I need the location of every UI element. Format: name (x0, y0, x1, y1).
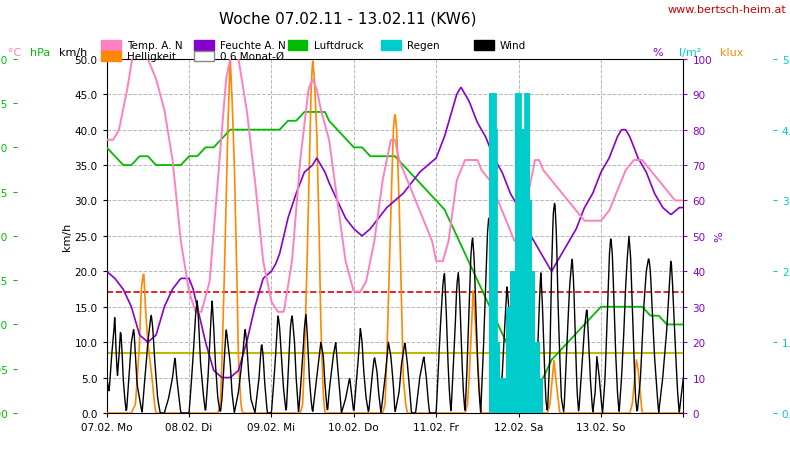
Text: Temp. A. N: Temp. A. N (127, 41, 182, 51)
Text: km/h: km/h (59, 48, 88, 58)
Text: °C: °C (8, 48, 21, 58)
Text: Feuchte A. N: Feuchte A. N (220, 41, 286, 51)
Text: Luftdruck: Luftdruck (314, 41, 363, 51)
Text: l/m²: l/m² (679, 48, 702, 58)
Text: Helligkeit: Helligkeit (127, 51, 176, 62)
Text: Regen: Regen (407, 41, 439, 51)
Text: www.bertsch-heim.at: www.bertsch-heim.at (668, 5, 786, 15)
Text: klux: klux (720, 48, 744, 58)
Text: hPa: hPa (30, 48, 51, 58)
Text: Woche 07.02.11 - 13.02.11 (KW6): Woche 07.02.11 - 13.02.11 (KW6) (219, 11, 476, 27)
Text: Wind: Wind (500, 41, 526, 51)
Y-axis label: %: % (715, 231, 724, 242)
Text: 0.6 Monat-Ø: 0.6 Monat-Ø (220, 51, 284, 62)
Y-axis label: km/h: km/h (62, 222, 72, 251)
Text: %: % (653, 48, 663, 58)
